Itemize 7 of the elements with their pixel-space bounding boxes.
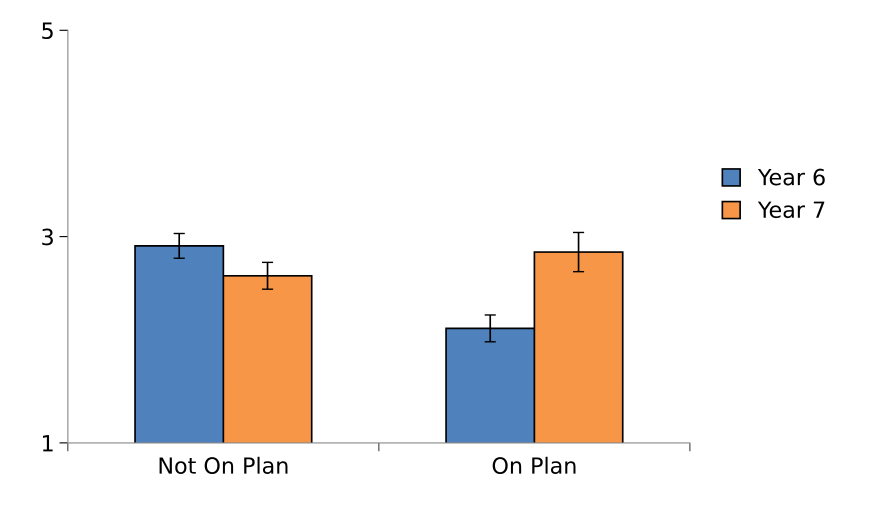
x-tick-label: On Plan (492, 456, 576, 474)
y-tick-label: 5 (42, 22, 53, 40)
legend-label: Year 7 (758, 202, 824, 218)
x-tick-label: Not On Plan (160, 456, 288, 474)
y-tick-label: 3 (42, 228, 53, 246)
legend-label: Year 6 (758, 168, 825, 186)
y-tick-label: 1 (42, 435, 53, 452)
